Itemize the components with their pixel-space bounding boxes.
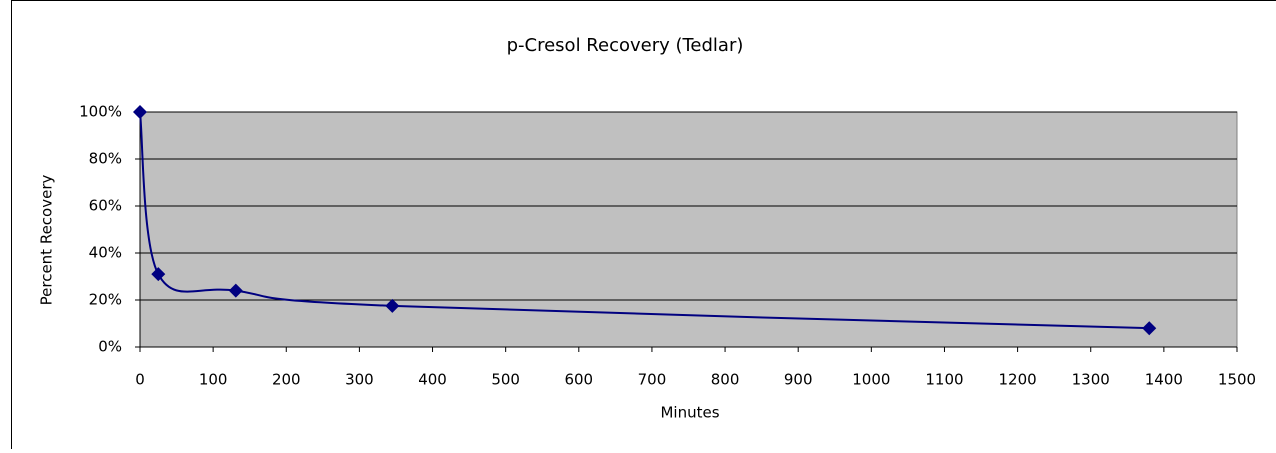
x-tick-label: 100 <box>199 371 228 389</box>
y-tick-label: 100% <box>79 103 122 121</box>
x-tick-label: 1300 <box>1072 371 1110 389</box>
x-tick-label: 600 <box>564 371 593 389</box>
marker <box>1142 321 1157 336</box>
x-tick-label: 800 <box>711 371 740 389</box>
x-tick-label: 1100 <box>925 371 963 389</box>
x-tick-label: 1200 <box>999 371 1037 389</box>
x-tick-label: 500 <box>491 371 520 389</box>
marker <box>133 105 147 119</box>
y-tick-label: 40% <box>89 244 122 262</box>
marker <box>151 267 166 282</box>
plot-area <box>139 111 1238 348</box>
y-tick-label: 60% <box>89 197 122 215</box>
y-tick-label: 0% <box>98 338 122 356</box>
x-tick-label: 700 <box>638 371 667 389</box>
x-tick-label: 1000 <box>852 371 890 389</box>
chart-title: p-Cresol Recovery (Tedlar) <box>507 35 744 56</box>
x-tick-label: 900 <box>784 371 813 389</box>
y-tick-label: 20% <box>89 291 122 309</box>
marker <box>228 283 243 298</box>
x-axis-label: Minutes <box>660 404 719 422</box>
y-axis-label: Percent Recovery <box>38 175 56 306</box>
x-tick-label: 400 <box>418 371 447 389</box>
y-tick-label: 80% <box>89 150 122 168</box>
series-line <box>139 111 1150 330</box>
x-tick-label: 300 <box>345 371 374 389</box>
marker <box>385 298 400 313</box>
x-tick-label: 1500 <box>1218 371 1256 389</box>
x-tick-label: 1400 <box>1145 371 1183 389</box>
x-tick-label: 200 <box>272 371 301 389</box>
x-tick-label: 0 <box>135 371 145 389</box>
